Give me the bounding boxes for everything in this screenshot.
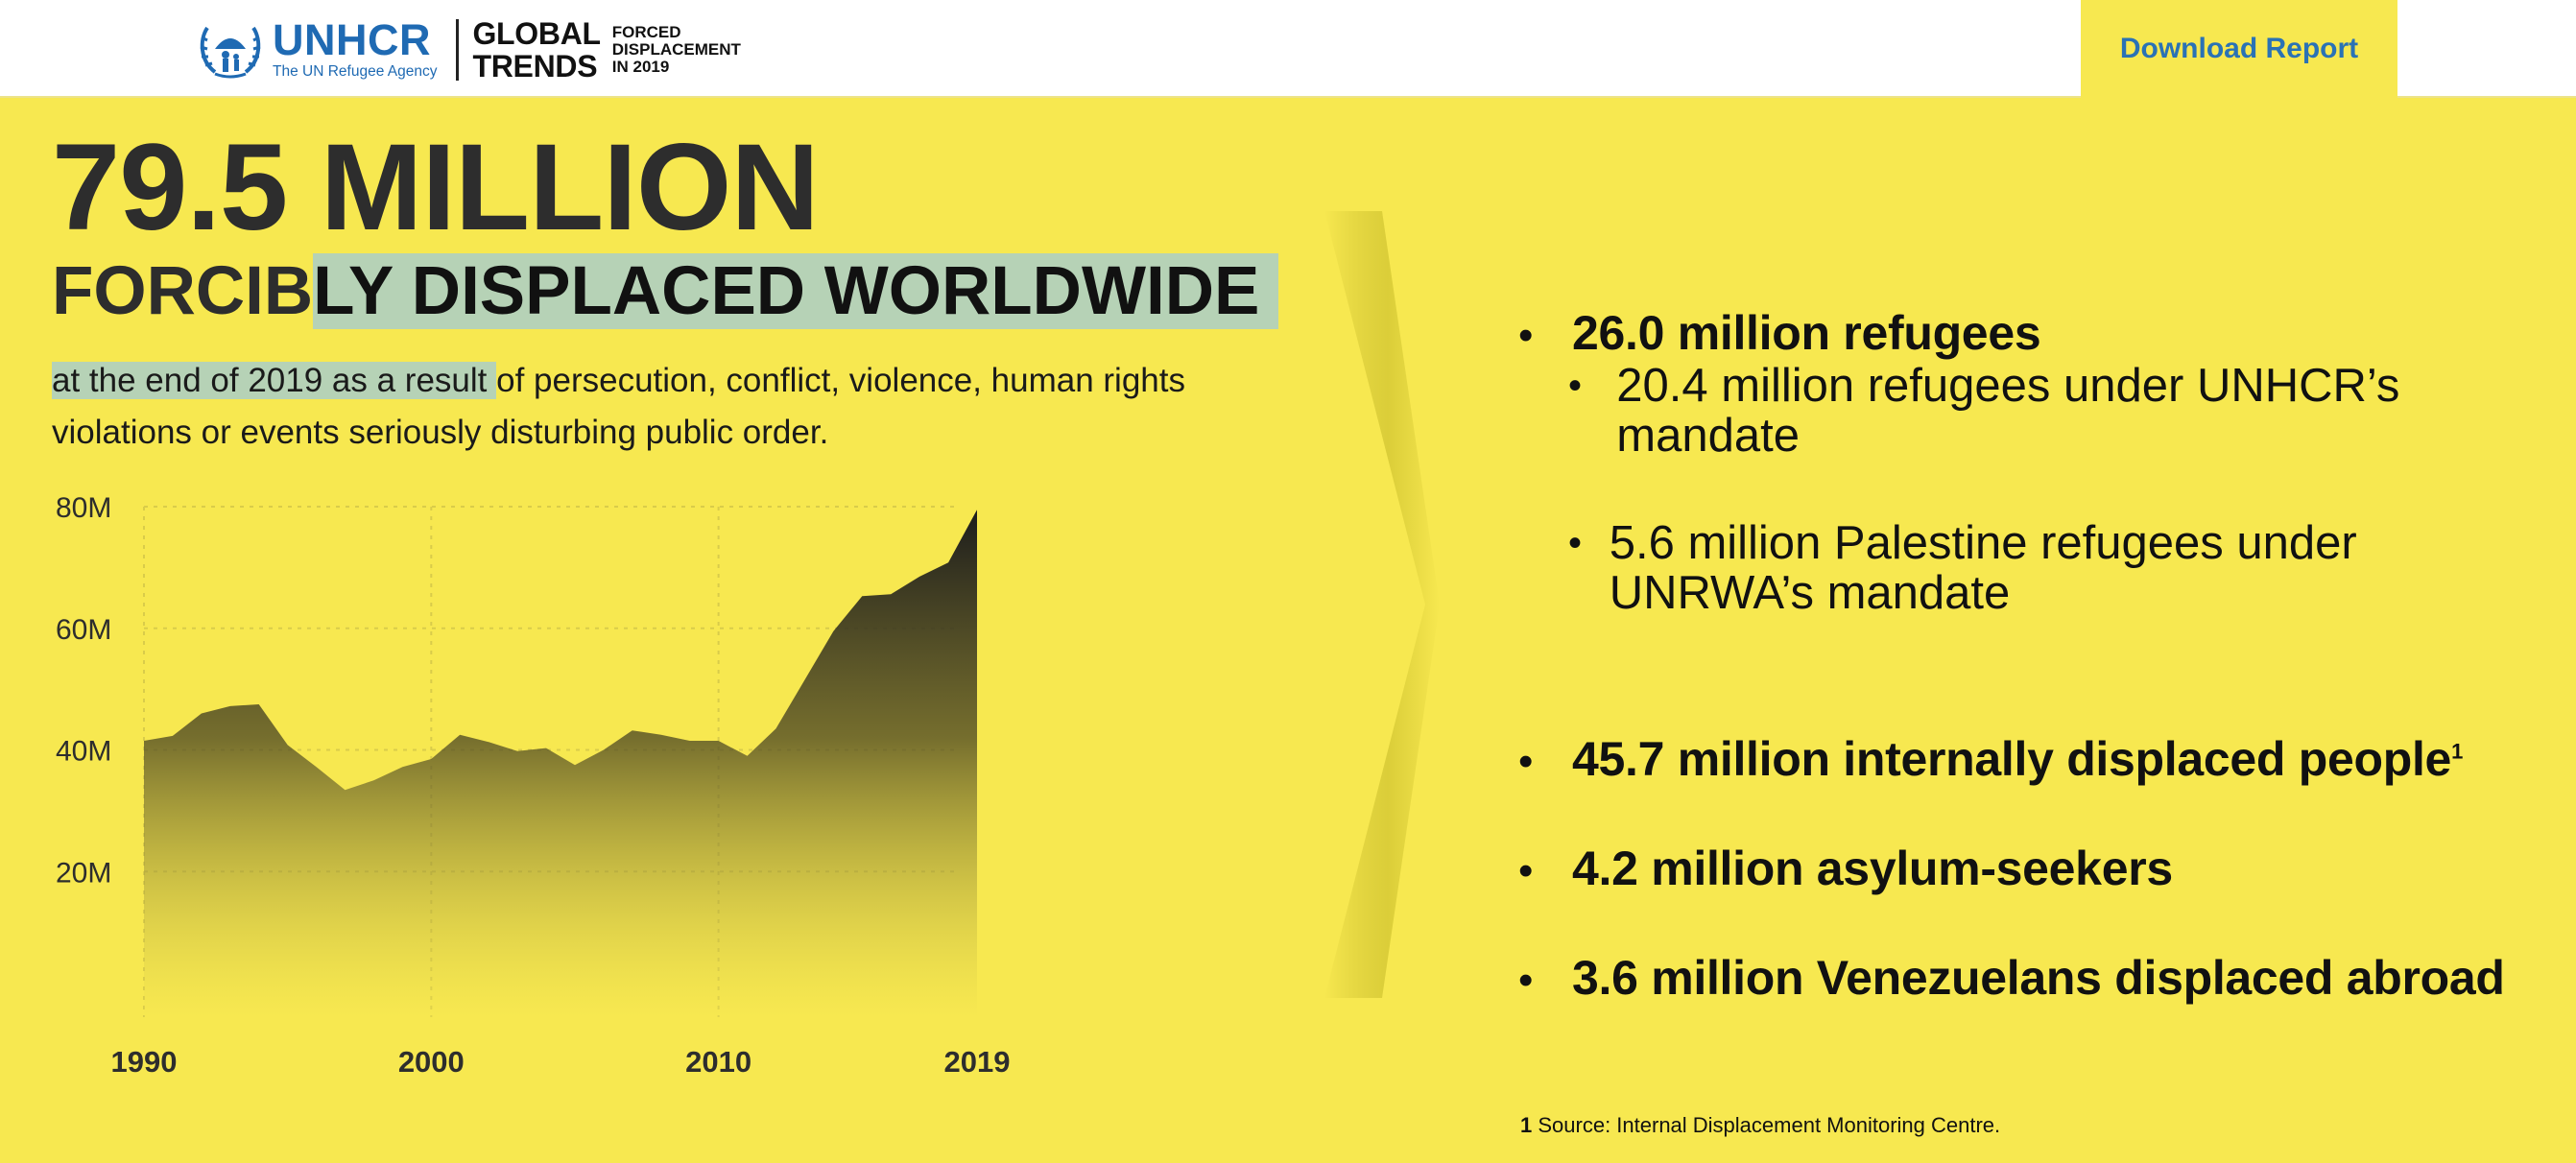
fact-idp-label: 45.7 million internally displaced people	[1572, 732, 2452, 786]
top-header: UNHCR The UN Refugee Agency GLOBAL TREND…	[0, 0, 2576, 98]
unhcr-emblem-icon	[200, 26, 261, 79]
report-title-line1: GLOBAL	[472, 16, 601, 51]
fact-venezuelans-text: 3.6 million Venezuelans displaced abroad	[1572, 951, 2505, 1005]
displacement-area-chart: 20M 40M 60M 80M 1990 2000 2010 2019	[56, 492, 1011, 1079]
footnote: 1 Source: Internal Displacement Monitori…	[1520, 1113, 2000, 1138]
fact-sub-unrwa: • 5.6 million Palestine refugees under U…	[1568, 518, 2528, 618]
logo-divider	[456, 19, 460, 81]
bullet: •	[1518, 847, 1534, 894]
x-tick-label: 2000	[398, 1045, 465, 1079]
fact-refugees-text: 26.0 million refugees	[1572, 306, 2041, 360]
x-tick-label: 2019	[944, 1045, 1011, 1079]
chevron-separator-icon	[1324, 211, 1440, 998]
footnote-text: Source: Internal Displacement Monitoring…	[1532, 1113, 2001, 1137]
download-report-button[interactable]: Download Report	[2081, 0, 2397, 98]
description-rest: of persecution, conflict, violence, huma…	[52, 362, 1185, 451]
footnote-number: 1	[1520, 1113, 1533, 1137]
footnote-marker[interactable]: 1	[2451, 739, 2463, 764]
y-tick-label: 20M	[56, 857, 111, 889]
fact-sub-unhcr-text: 20.4 million refugees under UNHCR’s mand…	[1616, 360, 2400, 462]
bullet: •	[1568, 522, 1583, 564]
bullet: •	[1518, 312, 1534, 359]
org-name: UNHCR	[273, 15, 431, 64]
y-tick-label: 60M	[56, 614, 111, 646]
x-tick-label: 1990	[111, 1045, 178, 1079]
bullet: •	[1518, 957, 1534, 1004]
fact-asylum: • 4.2 million asylum-seekers	[1518, 841, 2173, 896]
report-subtitle-line1: FORCED	[611, 23, 681, 41]
fact-idp-text: 45.7 million internally displaced people…	[1572, 731, 2463, 787]
unhcr-logo[interactable]: UNHCR The UN Refugee Agency GLOBAL TREND…	[196, 12, 741, 88]
fact-idp: • 45.7 million internally displaced peop…	[1518, 731, 2463, 787]
bullet: •	[1568, 365, 1583, 407]
headline-part2-highlighted: LY DISPLACED WORLDWIDE	[313, 253, 1279, 329]
unhcr-wordmark: UNHCR The UN Refugee Agency	[273, 15, 438, 81]
fact-sub-unhcr: • 20.4 million refugees under UNHCR’s ma…	[1568, 361, 2528, 461]
chart-area-series	[144, 510, 977, 1017]
x-tick-label: 2010	[685, 1045, 751, 1079]
report-subtitle: FORCED DISPLACEMENT IN 2019	[612, 24, 741, 76]
headline-part1: FORCIB	[52, 253, 314, 329]
y-tick-label: 80M	[56, 492, 111, 524]
description: at the end of 2019 as a result of persec…	[52, 355, 1204, 459]
report-subtitle-line3: IN 2019	[611, 58, 670, 76]
fact-sub-unrwa-text: 5.6 million Palestine refugees under UNR…	[1609, 517, 2357, 619]
fact-refugees: • 26.0 million refugees	[1518, 305, 2041, 361]
total-displaced-number: 79.5 MILLION	[52, 119, 820, 256]
fact-venezuelans: • 3.6 million Venezuelans displaced abro…	[1518, 950, 2505, 1006]
report-title-line2: TRENDS	[472, 49, 598, 83]
description-highlight: at the end of 2019 as a result	[52, 362, 497, 399]
bullet: •	[1518, 738, 1534, 785]
headline: FORCIBLY DISPLACED WORLDWIDE	[52, 246, 1279, 338]
report-title: GLOBAL TRENDS	[472, 16, 601, 83]
report-subtitle-line2: DISPLACEMENT	[611, 40, 741, 59]
fact-asylum-text: 4.2 million asylum-seekers	[1572, 842, 2173, 895]
y-tick-label: 40M	[56, 736, 111, 768]
org-tagline: The UN Refugee Agency	[273, 63, 438, 80]
